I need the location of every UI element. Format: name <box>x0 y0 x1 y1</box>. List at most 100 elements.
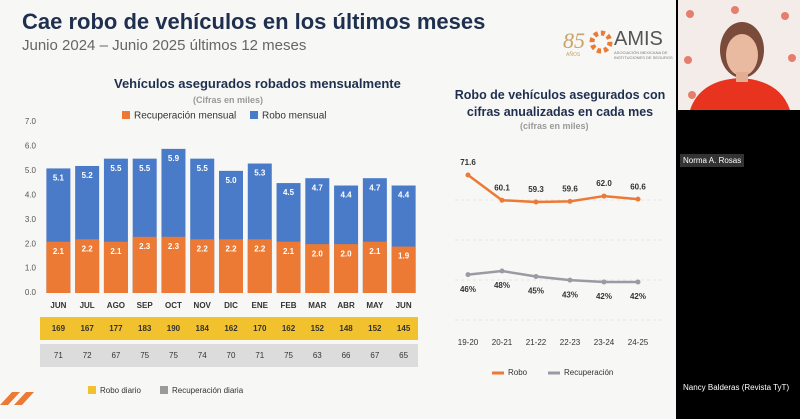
bar <box>391 246 416 293</box>
data-label: 2.3 <box>168 242 180 251</box>
data-label: 2.0 <box>341 249 353 258</box>
data-label: 4.4 <box>398 191 410 200</box>
x-tick-label: OCT <box>165 301 182 310</box>
point <box>635 279 641 285</box>
data-label: 4.7 <box>312 183 324 192</box>
table-cell: 184 <box>196 324 210 333</box>
table-cell: 177 <box>109 324 123 333</box>
bar <box>132 236 157 293</box>
data-label: 2.3 <box>139 242 151 251</box>
legend-swatch <box>160 386 168 394</box>
x-tick-label: FEB <box>281 301 297 310</box>
data-label: 45% <box>528 287 544 296</box>
bar <box>219 239 243 293</box>
y-tick-label: 0.0 <box>25 288 37 297</box>
bar <box>276 241 301 293</box>
y-tick-label: 1.0 <box>25 264 37 273</box>
x-tick-label: ABR <box>337 301 355 310</box>
bar <box>362 241 387 293</box>
legend-label: Recuperación diaria <box>172 386 244 395</box>
line <box>467 269 638 284</box>
data-label: 2.1 <box>110 247 122 256</box>
data-label: 4.7 <box>369 183 381 192</box>
x-tick-label: AGO <box>107 301 125 310</box>
data-label: 5.2 <box>82 171 94 180</box>
logo-years: AÑOS <box>566 52 581 58</box>
data-label: 5.5 <box>110 164 122 173</box>
data-label: 5.5 <box>197 164 209 173</box>
point <box>533 274 539 279</box>
table-cell: 75 <box>284 351 293 360</box>
data-label: 2.1 <box>369 247 381 256</box>
data-label: 2.2 <box>82 244 94 253</box>
table-cell: 145 <box>397 324 411 333</box>
line <box>467 173 639 204</box>
table-cell: 162 <box>282 324 296 333</box>
point <box>499 197 505 203</box>
table-cell: 75 <box>169 351 178 360</box>
x-tick-label: JUL <box>80 301 95 310</box>
x-tick-label: MAY <box>366 301 384 310</box>
bar <box>75 239 100 293</box>
table-cell: 66 <box>342 351 351 360</box>
x-tick-label: 24-25 <box>628 338 649 347</box>
legend-label: Recuperación mensual <box>134 111 236 122</box>
data-label: 5.0 <box>225 176 237 185</box>
slide-subtitle: Junio 2024 – Junio 2025 últimos 12 meses <box>22 37 307 54</box>
slide-title: Cae robo de vehículos en los últimos mes… <box>22 9 486 34</box>
bar <box>305 244 330 293</box>
legend-label: Robo mensual <box>262 111 326 122</box>
x-tick-label: NOV <box>194 301 212 310</box>
table-cell: 70 <box>227 351 236 360</box>
bar <box>190 239 215 293</box>
data-label: 5.1 <box>53 174 65 183</box>
x-tick-label: 20-21 <box>492 338 513 347</box>
data-label: 2.2 <box>197 244 209 253</box>
bar <box>46 241 71 293</box>
data-label: 2.2 <box>254 244 266 253</box>
logo-name: AMIS <box>614 28 663 50</box>
line-chart-title: Robo de vehículos asegurados con cifras … <box>454 88 666 119</box>
point <box>465 172 471 178</box>
table-cell: 67 <box>370 351 379 360</box>
data-label: 42% <box>596 292 612 301</box>
line-chart-subtitle: (cifras en miles) <box>520 121 589 131</box>
table-cell: 71 <box>54 351 63 360</box>
video-tile <box>678 0 800 110</box>
table-cell: 162 <box>224 324 238 333</box>
data-label: 60.6 <box>630 182 646 191</box>
bar-chart-subtitle: (Cifras en miles) <box>193 95 264 105</box>
x-tick-label: SEP <box>137 301 154 310</box>
data-label: 43% <box>562 290 578 299</box>
table-cell: 74 <box>198 351 207 360</box>
table-cell: 67 <box>111 351 120 360</box>
x-tick-label: JUN <box>50 301 66 310</box>
legend-swatch <box>122 111 130 119</box>
data-label: 2.1 <box>53 247 65 256</box>
data-label: 5.5 <box>139 164 151 173</box>
table-cell: 75 <box>140 351 149 360</box>
data-label: 62.0 <box>596 179 612 188</box>
data-label: 2.0 <box>312 249 324 258</box>
x-tick-label: 23-24 <box>594 338 615 347</box>
logo-org: ASOCIACIÓN MEXICANA DE INSTITUCIONES DE … <box>614 50 673 60</box>
x-tick-label: ENE <box>252 301 269 310</box>
legend-label: Robo diario <box>100 386 141 395</box>
legend-label: Robo <box>508 368 528 377</box>
legend-label: Recuperación <box>564 368 613 377</box>
decoration <box>0 392 34 405</box>
x-tick-label: 19-20 <box>458 338 479 347</box>
logo-number: 85 <box>563 28 585 53</box>
data-label: 42% <box>630 292 646 301</box>
data-label: 1.9 <box>398 252 410 261</box>
y-tick-label: 3.0 <box>25 215 37 224</box>
data-label: 71.6 <box>460 158 476 167</box>
x-tick-label: DIC <box>224 301 238 310</box>
data-label: 46% <box>460 285 476 294</box>
table-cell: 63 <box>313 351 322 360</box>
table-cell: 72 <box>83 351 92 360</box>
y-tick-label: 6.0 <box>25 142 37 151</box>
point <box>567 198 573 204</box>
table-row <box>40 317 418 340</box>
